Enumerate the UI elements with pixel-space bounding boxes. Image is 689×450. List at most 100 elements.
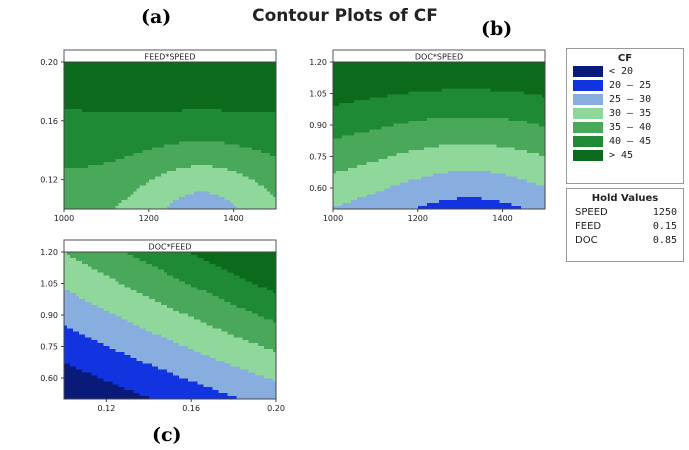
contour-cell	[182, 73, 186, 78]
contour-cell	[85, 203, 89, 207]
contour-cell	[64, 203, 68, 207]
contour-cell	[76, 117, 80, 122]
contour-cell	[248, 203, 253, 207]
contour-cell	[197, 67, 201, 72]
contour-cell	[154, 120, 159, 125]
contour-cell	[64, 188, 68, 192]
contour-cell	[339, 206, 343, 210]
contour-cell	[363, 132, 367, 136]
contour-cell	[239, 161, 244, 166]
contour-cell	[339, 62, 343, 66]
contour-cell	[372, 126, 376, 131]
contour-cell	[408, 132, 413, 136]
contour-cell	[215, 85, 219, 89]
contour-cell	[130, 117, 135, 122]
contour-cell	[100, 70, 104, 75]
contour-cell	[163, 135, 168, 139]
contour-cell	[384, 106, 388, 110]
contour-cell	[230, 129, 234, 133]
contour-cell	[396, 82, 401, 86]
contour-cell	[351, 62, 355, 66]
contour-cell	[363, 88, 367, 92]
contour-cell	[185, 88, 189, 92]
contour-cell	[381, 197, 385, 201]
contour-cell	[209, 91, 213, 95]
contour-cell	[206, 132, 210, 136]
contour-cell	[227, 126, 231, 131]
contour-cell	[272, 117, 277, 122]
contour-cell	[191, 88, 195, 92]
contour-cell	[405, 159, 410, 163]
contour-cell	[248, 117, 253, 122]
contour-cell	[233, 123, 238, 128]
contour-cell	[408, 200, 413, 204]
contour-cell	[336, 176, 340, 180]
contour-cell	[399, 70, 404, 75]
contour-cell	[176, 62, 180, 66]
contour-cell	[79, 138, 83, 142]
contour-cell	[145, 91, 150, 95]
contour-cell	[242, 82, 247, 86]
contour-cell	[227, 117, 231, 122]
contour-cell	[97, 200, 101, 204]
contour-cell	[209, 123, 213, 128]
contour-cell	[384, 129, 388, 133]
contour-cell	[408, 191, 413, 195]
contour-cell	[221, 100, 225, 104]
contour-cell	[354, 161, 358, 166]
contour-cell	[408, 85, 413, 89]
contour-cell	[160, 64, 165, 69]
contour-cell	[387, 185, 391, 189]
contour-cell	[154, 132, 159, 136]
contour-cell	[142, 161, 147, 166]
contour-cell	[333, 194, 337, 198]
contour-cell	[227, 103, 231, 107]
contour-cell	[342, 203, 346, 207]
contour-cell	[411, 70, 416, 75]
contour-cell	[206, 129, 210, 133]
contour-cell	[142, 76, 147, 81]
contour-cell	[357, 103, 361, 107]
contour-cell	[366, 191, 370, 195]
contour-cell	[88, 144, 92, 148]
contour-cell	[333, 126, 337, 131]
contour-cell	[381, 85, 385, 89]
contour-cell	[100, 203, 104, 207]
contour-cell	[103, 164, 107, 169]
contour-cell	[215, 144, 219, 148]
contour-cell	[148, 100, 153, 104]
contour-cell	[257, 144, 262, 148]
contour-cell	[124, 138, 128, 142]
contour-cell	[402, 76, 407, 81]
contour-cell	[266, 91, 271, 95]
contour-cell	[266, 106, 271, 110]
contour-cell	[212, 79, 216, 83]
contour-cell	[121, 67, 125, 72]
contour-cell	[333, 188, 337, 192]
contour-cell	[209, 94, 213, 98]
contour-cell	[414, 161, 419, 166]
contour-cell	[351, 161, 355, 166]
contour-cell	[272, 144, 277, 148]
contour-cell	[342, 138, 346, 142]
contour-cell	[257, 179, 262, 183]
contour-cell	[91, 120, 95, 125]
contour-cell	[245, 85, 250, 89]
contour-cell	[221, 106, 225, 110]
contour-cell	[100, 147, 104, 151]
contour-cell	[408, 188, 413, 192]
contour-cell	[124, 161, 128, 166]
contour-cell	[218, 191, 222, 195]
contour-cell	[396, 144, 401, 148]
contour-cell	[85, 173, 89, 178]
contour-cell	[118, 129, 122, 133]
contour-cell	[70, 79, 74, 83]
contour-cell	[70, 185, 74, 189]
contour-cell	[260, 85, 265, 89]
contour-cell	[166, 182, 171, 186]
contour-cell	[357, 94, 361, 98]
contour-cell	[67, 150, 71, 154]
contour-cell	[188, 117, 192, 122]
contour-cell	[139, 156, 144, 160]
contour-cell	[206, 82, 210, 86]
